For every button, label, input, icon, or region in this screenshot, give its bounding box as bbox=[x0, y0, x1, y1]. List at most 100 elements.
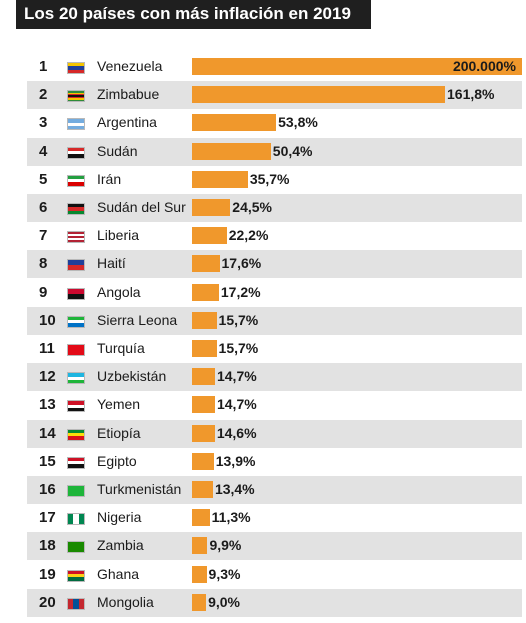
chart-row: 6 Sudán del Sur 24,5% bbox=[27, 194, 522, 222]
chart-row: 12 Uzbekistán 14,7% bbox=[27, 363, 522, 392]
zambia-flag-icon bbox=[67, 541, 85, 554]
bar bbox=[192, 537, 208, 555]
bar bbox=[192, 509, 210, 527]
rank-label: 18 bbox=[39, 537, 56, 555]
rank-label: 2 bbox=[39, 86, 48, 104]
value-label: 35,7% bbox=[249, 170, 290, 187]
rank-label: 8 bbox=[39, 255, 48, 273]
value-label: 11,3% bbox=[211, 509, 251, 526]
value-label: 15,7% bbox=[218, 340, 259, 356]
rank-label: 4 bbox=[39, 142, 48, 160]
country-label: Irán bbox=[97, 170, 122, 187]
country-label: Zimbabue bbox=[97, 86, 160, 103]
title-bar: Los 20 países con más inflación en 2019 bbox=[16, 0, 371, 29]
ethiopia-flag-icon bbox=[67, 428, 85, 441]
country-label: Ghana bbox=[97, 565, 140, 582]
country-label: Nigeria bbox=[97, 509, 142, 526]
value-label: 17,2% bbox=[220, 283, 261, 300]
chart-row: 5 Irán 35,7% bbox=[27, 166, 522, 194]
bar bbox=[192, 396, 215, 414]
haiti-flag-icon bbox=[67, 259, 85, 272]
iran-flag-icon bbox=[67, 174, 85, 187]
bar bbox=[192, 593, 207, 611]
value-label: 53,8% bbox=[278, 114, 318, 131]
rank-label: 15 bbox=[39, 452, 56, 470]
egypt-flag-icon bbox=[67, 456, 85, 469]
bar bbox=[192, 170, 248, 188]
mongolia-flag-icon bbox=[67, 597, 85, 610]
yemen-flag-icon bbox=[67, 400, 85, 413]
rank-label: 12 bbox=[39, 368, 56, 386]
country-label: Turkmenistán bbox=[97, 481, 182, 497]
chart-row: 15 Egipto 13,9% bbox=[27, 448, 522, 476]
value-label: 14,7% bbox=[216, 368, 257, 385]
bar bbox=[192, 311, 217, 329]
country-label: Uzbekistán bbox=[97, 368, 167, 385]
value-label: 9,9% bbox=[209, 537, 242, 554]
rank-label: 6 bbox=[39, 199, 48, 216]
rank-label: 10 bbox=[39, 311, 56, 329]
chart-row: 13 Yemen 14,7% bbox=[27, 391, 522, 419]
venezuela-flag-icon bbox=[67, 62, 85, 74]
value-label: 15,7% bbox=[218, 311, 259, 328]
chart-row: 14 Etiopía 14,6% bbox=[27, 419, 522, 448]
rank-label: 19 bbox=[39, 565, 56, 583]
country-label: Argentina bbox=[97, 114, 157, 131]
bar bbox=[192, 481, 213, 498]
bar bbox=[192, 368, 215, 386]
uzbekistan-flag-icon bbox=[67, 372, 85, 385]
chart-title: Los 20 países con más inflación en 2019 bbox=[24, 4, 351, 23]
value-label: 14,6% bbox=[216, 424, 257, 441]
turkey-flag-icon bbox=[67, 344, 85, 356]
country-label: Etiopía bbox=[97, 424, 141, 441]
rank-label: 13 bbox=[39, 396, 56, 414]
country-label: Sudán bbox=[97, 142, 138, 159]
bar bbox=[192, 114, 277, 132]
bar bbox=[192, 227, 227, 245]
country-label: Zambia bbox=[97, 537, 144, 554]
country-label: Egipto bbox=[97, 452, 137, 469]
country-label: Turquía bbox=[97, 340, 145, 356]
bar bbox=[192, 452, 214, 470]
rank-label: 11 bbox=[39, 340, 55, 357]
value-label: 17,6% bbox=[221, 255, 262, 272]
turkmenistan-flag-icon bbox=[67, 485, 85, 497]
chart-row: 7 Liberia 22,2% bbox=[27, 222, 522, 250]
zimbabwe-flag-icon bbox=[67, 90, 85, 103]
rank-label: 3 bbox=[39, 114, 48, 132]
value-label: 161,8% bbox=[447, 86, 495, 103]
country-label: Yemen bbox=[97, 396, 141, 413]
chart-row: 16 Turkmenistán 13,4% bbox=[27, 476, 522, 504]
angola-flag-icon bbox=[67, 287, 85, 300]
country-label: Mongolia bbox=[97, 593, 154, 610]
country-label: Sierra Leona bbox=[97, 311, 178, 328]
liberia-flag-icon bbox=[67, 231, 85, 244]
chart-row: 2 Zimbabue 161,8% bbox=[27, 81, 522, 110]
country-label: Angola bbox=[97, 283, 141, 300]
value-label: 9,0% bbox=[208, 593, 240, 610]
value-label: 13,9% bbox=[215, 452, 256, 469]
rank-label: 14 bbox=[39, 424, 56, 442]
south-sudan-flag-icon bbox=[67, 203, 85, 215]
rank-label: 7 bbox=[39, 227, 48, 245]
chart-row: 3 Argentina 53,8% bbox=[27, 109, 522, 137]
bar bbox=[192, 340, 217, 357]
chart-row: 10 Sierra Leona 15,7% bbox=[27, 306, 522, 335]
bar bbox=[192, 199, 231, 216]
value-label: 50,4% bbox=[272, 142, 313, 159]
bar bbox=[192, 58, 522, 75]
chart-row: 9 Angola 17,2% bbox=[27, 279, 522, 307]
bar bbox=[192, 283, 219, 301]
rank-label: 20 bbox=[39, 593, 56, 611]
value-label: 22,2% bbox=[228, 227, 269, 244]
rank-label: 17 bbox=[39, 509, 56, 527]
value-label: 13,4% bbox=[214, 481, 255, 497]
bar bbox=[192, 424, 215, 442]
chart-row: 11 Turquía 15,7% bbox=[27, 335, 522, 363]
country-label: Sudán del Sur bbox=[97, 199, 186, 215]
chart-row: 1 Venezuela 200.000% bbox=[27, 53, 522, 81]
sierra-leone-flag-icon bbox=[67, 315, 85, 328]
rank-label: 16 bbox=[39, 481, 56, 498]
country-label: Venezuela bbox=[97, 58, 163, 74]
